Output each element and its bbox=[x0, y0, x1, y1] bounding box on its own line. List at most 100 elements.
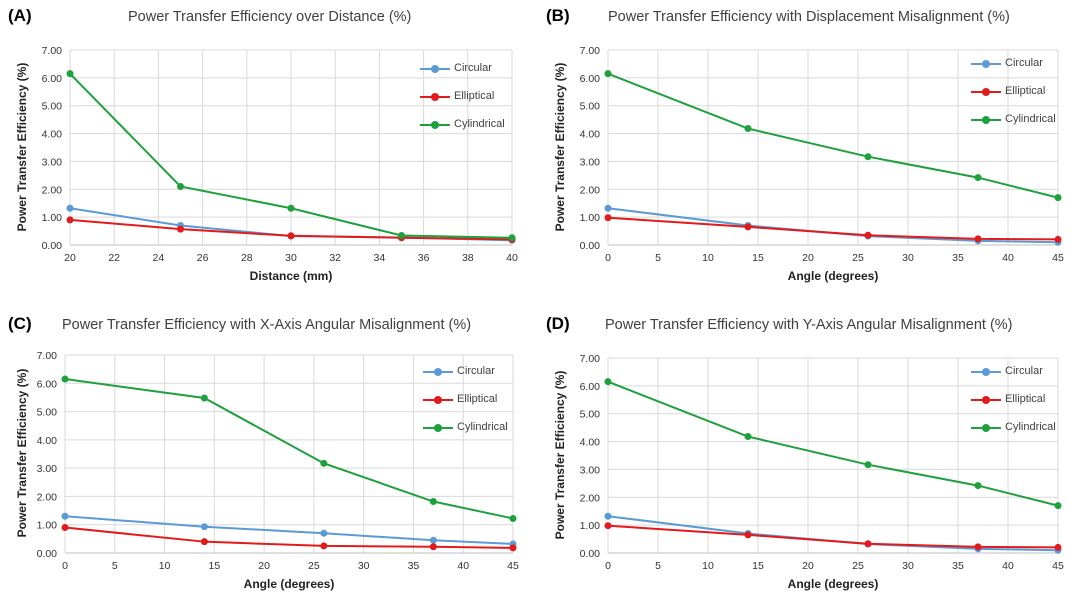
legend-marker-icon bbox=[982, 60, 990, 68]
y-tick-label: 5.00 bbox=[580, 101, 601, 113]
data-point-elliptical bbox=[864, 231, 872, 239]
x-tick-label: 40 bbox=[1002, 252, 1014, 264]
x-tick-label: 28 bbox=[241, 252, 253, 264]
chart-title: Power Transfer Efficiency with Displacem… bbox=[608, 9, 1010, 25]
data-point-cylindrical bbox=[744, 125, 752, 133]
x-tick-label: 10 bbox=[702, 560, 714, 572]
series-line-circular bbox=[64, 515, 514, 545]
data-point-elliptical bbox=[744, 223, 752, 231]
y-tick-label: 6.00 bbox=[580, 73, 601, 85]
legend-label: Circular bbox=[1005, 365, 1043, 377]
y-tick-label: 2.00 bbox=[580, 184, 601, 196]
legend-label: Cylindrical bbox=[454, 118, 505, 130]
legend-label: Elliptical bbox=[1005, 85, 1046, 97]
x-tick-label: 45 bbox=[1052, 252, 1064, 264]
x-tick-label: 45 bbox=[1052, 560, 1064, 572]
x-tick-label: 15 bbox=[208, 560, 220, 572]
x-tick-label: 25 bbox=[852, 560, 864, 572]
y-tick-label: 0.00 bbox=[37, 548, 58, 560]
data-point-cylindrical bbox=[429, 498, 437, 506]
x-tick-label: 5 bbox=[112, 560, 118, 572]
y-tick-label: 7.00 bbox=[37, 350, 58, 362]
legend-label: Circular bbox=[454, 62, 492, 74]
data-point-cylindrical bbox=[509, 514, 517, 522]
chart-panel-b: (B) Power Transfer Efficiency with Displ… bbox=[538, 0, 1075, 298]
y-tick-label: 5.00 bbox=[580, 409, 601, 421]
y-tick-label: 5.00 bbox=[42, 101, 63, 113]
data-point-cylindrical bbox=[604, 378, 612, 386]
x-tick-label: 30 bbox=[285, 252, 297, 264]
x-tick-label: 40 bbox=[457, 560, 469, 572]
legend-label: Elliptical bbox=[454, 90, 495, 102]
data-point-cylindrical bbox=[744, 433, 752, 441]
y-tick-label: 3.00 bbox=[37, 463, 58, 475]
data-point-elliptical bbox=[509, 544, 517, 552]
data-point-elliptical bbox=[974, 543, 982, 551]
data-point-circular bbox=[320, 529, 328, 537]
plot-area: 0.00 1.00 2.00 3.00 4.00 5.00 6.00 7.00 0 5 10 15 20… bbox=[580, 45, 1064, 264]
x-tick-label: 0 bbox=[62, 560, 68, 572]
data-point-circular bbox=[429, 536, 437, 544]
data-point-cylindrical bbox=[320, 459, 328, 467]
data-point-elliptical bbox=[320, 542, 328, 550]
legend-marker-icon bbox=[434, 396, 442, 404]
y-tick-label: 6.00 bbox=[42, 73, 63, 85]
plot-area: 0.00 1.00 2.00 3.00 4.00 5.00 6.00 7.00 0 5 10 15 20… bbox=[37, 350, 519, 572]
x-tick-label: 15 bbox=[752, 560, 764, 572]
legend-label: Elliptical bbox=[457, 393, 498, 405]
y-tick-label: 1.00 bbox=[42, 212, 63, 224]
y-tick-label: 0.00 bbox=[580, 548, 601, 560]
x-tick-label: 22 bbox=[108, 252, 120, 264]
data-point-circular bbox=[604, 512, 612, 520]
data-point-circular bbox=[604, 204, 612, 212]
x-tick-label: 40 bbox=[1002, 560, 1014, 572]
legend-marker-icon bbox=[982, 396, 990, 404]
y-tick-label: 2.00 bbox=[42, 184, 63, 196]
x-tick-label: 35 bbox=[952, 252, 964, 264]
series-line-circular bbox=[607, 207, 1059, 244]
data-point-cylindrical bbox=[287, 204, 295, 212]
x-tick-label: 36 bbox=[418, 252, 430, 264]
y-tick-label: 3.00 bbox=[580, 464, 601, 476]
x-tick-label: 0 bbox=[605, 252, 611, 264]
x-tick-label: 24 bbox=[153, 252, 165, 264]
chart-title: Power Transfer Efficiency with Y-Axis An… bbox=[605, 317, 1013, 333]
y-tick-label: 7.00 bbox=[580, 353, 601, 365]
data-point-elliptical bbox=[744, 531, 752, 539]
chart-title: Power Transfer Efficiency with X-Axis An… bbox=[62, 317, 472, 333]
x-tick-label: 20 bbox=[802, 252, 814, 264]
x-tick-label: 26 bbox=[197, 252, 209, 264]
x-tick-label: 30 bbox=[902, 252, 914, 264]
chart-panel-a: (A) Power Transfer Efficiency over Dista… bbox=[0, 0, 537, 298]
x-axis-label: Distance (mm) bbox=[249, 269, 333, 283]
data-point-elliptical bbox=[61, 524, 69, 532]
data-point-circular bbox=[66, 204, 74, 212]
x-axis-label: Angle (degrees) bbox=[787, 577, 879, 591]
legend-marker-icon bbox=[982, 368, 990, 376]
legend-marker-icon bbox=[982, 116, 990, 124]
y-tick-label: 6.00 bbox=[37, 378, 58, 390]
x-tick-label: 0 bbox=[605, 560, 611, 572]
y-tick-label: 7.00 bbox=[580, 45, 601, 57]
x-tick-label: 30 bbox=[902, 560, 914, 572]
x-axis-label: Angle (degrees) bbox=[243, 577, 335, 591]
x-tick-label: 34 bbox=[374, 252, 386, 264]
legend-marker-icon bbox=[982, 424, 990, 432]
data-point-elliptical bbox=[604, 214, 612, 222]
legend-label: Elliptical bbox=[1005, 393, 1046, 405]
legend-marker-icon bbox=[434, 424, 442, 432]
data-point-cylindrical bbox=[200, 394, 208, 402]
x-axis-label: Angle (degrees) bbox=[787, 269, 879, 283]
x-tick-label: 25 bbox=[308, 560, 320, 572]
data-point-cylindrical bbox=[1054, 502, 1062, 510]
y-tick-label: 1.00 bbox=[580, 520, 601, 532]
y-tick-label: 3.00 bbox=[580, 156, 601, 168]
x-tick-label: 45 bbox=[507, 560, 519, 572]
x-tick-label: 35 bbox=[952, 560, 964, 572]
series-line-elliptical bbox=[607, 524, 1059, 549]
data-point-circular bbox=[200, 523, 208, 531]
data-point-elliptical bbox=[429, 543, 437, 551]
x-tick-label: 25 bbox=[852, 252, 864, 264]
x-tick-label: 10 bbox=[159, 560, 171, 572]
